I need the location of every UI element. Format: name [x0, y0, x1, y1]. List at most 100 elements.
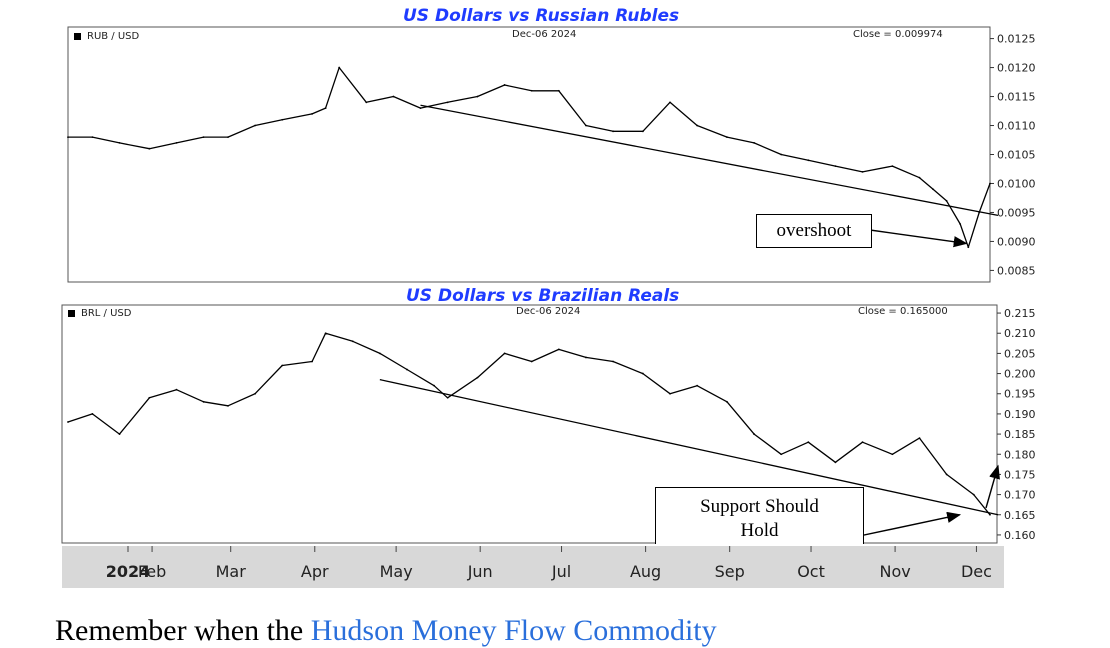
- data-point: [696, 124, 699, 127]
- data-point: [254, 392, 257, 395]
- close-label-rub: Close = 0.009974: [853, 29, 943, 40]
- data-point: [967, 246, 970, 249]
- data-point: [918, 437, 921, 440]
- data-point: [476, 376, 479, 379]
- data-point: [557, 348, 560, 351]
- data-point: [585, 356, 587, 359]
- data-point: [91, 413, 94, 415]
- data-point: [419, 107, 422, 110]
- data-point: [989, 513, 991, 516]
- y-tick-label: 0.210: [1004, 327, 1036, 340]
- data-point: [91, 136, 94, 139]
- data-point: [392, 95, 395, 98]
- rub-chart: 0.0125 0.0120 0.0115 0.0110 0.0105 0.0100 0.00…: [67, 26, 1036, 283]
- trend-line: [420, 104, 999, 216]
- x-tick-label: Mar: [216, 562, 247, 581]
- data-point: [67, 421, 69, 423]
- x-tick-label: Oct: [797, 562, 825, 581]
- y-tick-label: 0.205: [1004, 347, 1036, 360]
- y-tick-label: 0.190: [1004, 408, 1036, 421]
- data-point: [202, 136, 205, 139]
- data-point: [530, 89, 533, 92]
- support-note-line1: Support Should: [700, 496, 819, 517]
- data-point: [780, 453, 783, 456]
- data-point: [324, 107, 327, 110]
- x-tick-label: Jul: [551, 562, 571, 581]
- data-point: [118, 142, 121, 144]
- data-point: [311, 360, 313, 363]
- data-point: [530, 360, 533, 363]
- month-axis-band: [62, 546, 1004, 588]
- data-point: [861, 170, 864, 173]
- data-point: [834, 461, 837, 464]
- data-point: [175, 142, 178, 144]
- x-tick-label: Sep: [715, 562, 745, 581]
- overshoot-arrow: [869, 229, 968, 248]
- y-tick-label: 0.160: [1004, 529, 1036, 542]
- data-point: [669, 392, 671, 395]
- data-point: [753, 433, 755, 435]
- brl-series-line: [67, 332, 991, 516]
- y-tick-label: 0.0100: [997, 177, 1036, 190]
- data-point: [696, 384, 699, 387]
- y-tick-label: 0.0095: [997, 206, 1036, 219]
- data-point: [834, 165, 837, 167]
- chart-title-brl: US Dollars vs Brazilian Reals: [406, 286, 680, 306]
- y-tick-label: 0.215: [1004, 307, 1036, 320]
- data-point: [281, 118, 284, 121]
- overshoot-note: overshoot: [756, 214, 872, 248]
- legend-brl-label: BRL / USD: [81, 308, 132, 319]
- y-tick-label: 0.0115: [997, 91, 1036, 104]
- legend-rub: RUB / USD: [74, 31, 139, 42]
- brl-chart: 0.215 0.210 0.205 0.200 0.195 0.190 0.185 0.180…: [61, 304, 1036, 544]
- data-point: [780, 153, 783, 156]
- x-tick-label: Aug: [630, 562, 661, 581]
- support-note-line2: Hold: [740, 520, 779, 541]
- y-tick-label: 0.0120: [997, 62, 1036, 75]
- data-point: [641, 130, 644, 133]
- x-tick-label: Feb: [138, 562, 166, 581]
- data-point: [918, 176, 921, 179]
- date-label-rub: Dec-06 2024: [512, 29, 577, 40]
- y-tick-label: 0.175: [1004, 468, 1036, 481]
- data-point: [641, 372, 644, 375]
- data-point: [148, 396, 151, 399]
- y-tick-label: 0.165: [1004, 509, 1036, 522]
- date-label-brl: Dec-06 2024: [516, 306, 581, 317]
- data-point: [861, 441, 864, 444]
- chart-title-rub: US Dollars vs Russian Rubles: [403, 6, 680, 26]
- plot-frame: [61, 304, 998, 544]
- data-point: [67, 136, 69, 139]
- legend-swatch-icon: [68, 309, 75, 317]
- x-tick-label: Apr: [301, 562, 329, 581]
- x-tick-label: Dec: [961, 562, 992, 581]
- data-point: [557, 89, 560, 92]
- y-tick-label: 0.0105: [997, 149, 1036, 162]
- close-label-brl: Close = 0.165000: [858, 306, 948, 317]
- data-point: [351, 340, 354, 343]
- data-point: [281, 364, 284, 367]
- data-point: [406, 368, 408, 371]
- footer-text: Remember when the Hudson Money Flow Comm…: [55, 614, 717, 648]
- data-point: [891, 453, 894, 456]
- data-point: [612, 360, 614, 363]
- data-point: [503, 352, 506, 355]
- y-tick-label: 0.185: [1004, 428, 1036, 441]
- footer-link[interactable]: Hudson Money Flow Commodity: [310, 614, 717, 647]
- y-tick-label: 0.195: [1004, 388, 1036, 401]
- data-point: [989, 182, 991, 185]
- data-point: [932, 188, 934, 191]
- data-point: [118, 433, 121, 435]
- data-point: [807, 441, 810, 444]
- data-point: [669, 101, 671, 104]
- data-point: [365, 101, 368, 104]
- data-point: [446, 101, 449, 104]
- y-tick-label: 0.0090: [997, 235, 1036, 248]
- y-tick-label: 0.170: [1004, 489, 1036, 502]
- data-point: [726, 400, 728, 403]
- y-tick-label: 0.180: [1004, 448, 1036, 461]
- data-point: [945, 199, 948, 202]
- footer-plain-text: Remember when the: [55, 614, 311, 647]
